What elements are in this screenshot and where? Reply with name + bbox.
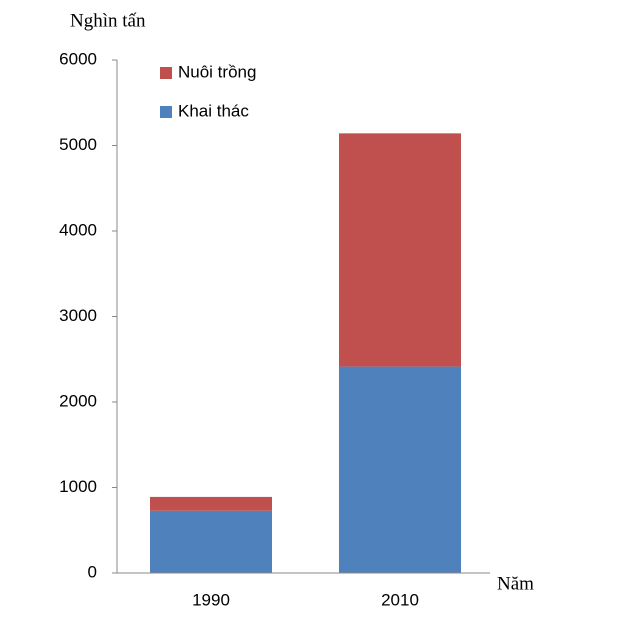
x-axis-label: Năm <box>497 573 534 594</box>
legend-label: Khai thác <box>178 101 249 120</box>
y-tick-label: 1000 <box>59 477 97 496</box>
bar-segment <box>339 366 461 573</box>
legend-swatch <box>160 106 172 118</box>
bar-segment <box>150 510 272 573</box>
bar-segment <box>339 133 461 367</box>
y-tick-label: 3000 <box>59 306 97 325</box>
x-tick-label: 1990 <box>192 590 230 609</box>
y-tick-label: 0 <box>88 562 97 581</box>
y-tick-label: 6000 <box>59 49 97 68</box>
y-tick-label: 2000 <box>59 391 97 410</box>
y-tick-label: 4000 <box>59 220 97 239</box>
y-tick-label: 5000 <box>59 135 97 154</box>
bar-segment <box>150 496 272 511</box>
x-tick-label: 2010 <box>381 590 419 609</box>
y-axis-label: Nghìn tấn <box>70 10 146 31</box>
legend-label: Nuôi trồng <box>178 62 256 81</box>
legend-swatch <box>160 67 172 79</box>
